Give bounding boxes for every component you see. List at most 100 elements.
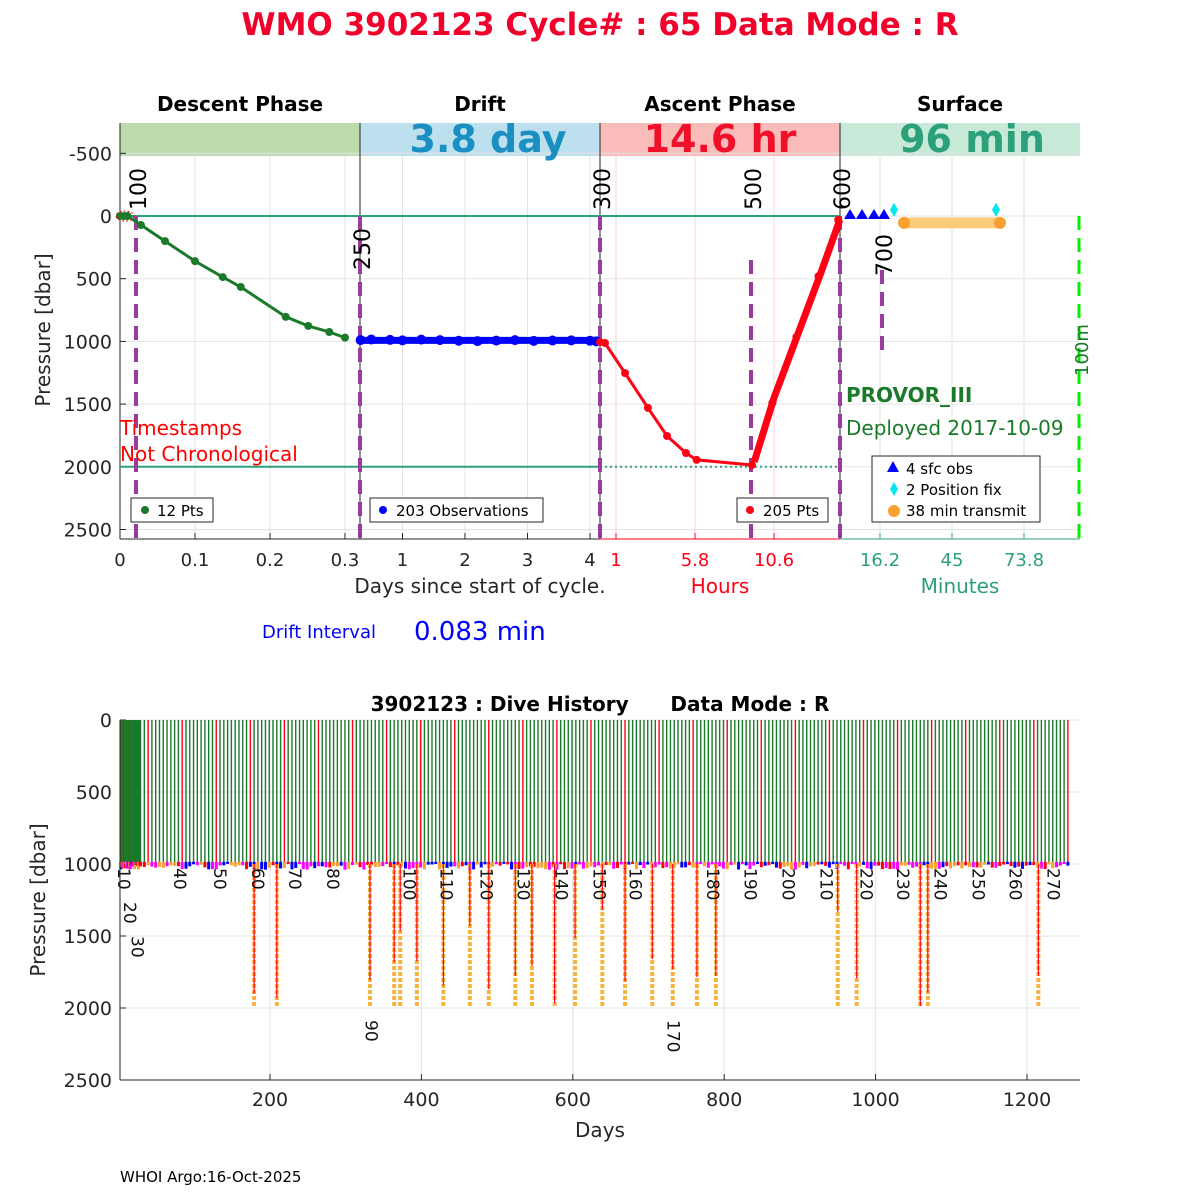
phase-bar-0	[120, 123, 360, 156]
cycle-label: 200	[778, 868, 798, 900]
ascent-point	[621, 369, 630, 378]
park-observation	[986, 861, 990, 865]
cycle-label: 20	[119, 902, 139, 924]
park-observation	[407, 861, 411, 870]
ascent-point	[643, 403, 652, 412]
park-observation	[438, 861, 442, 870]
park-observation	[676, 861, 680, 865]
park-observation	[983, 861, 987, 865]
park-observation	[801, 861, 805, 865]
park-observation	[699, 861, 703, 865]
park-observation	[176, 861, 180, 867]
park-observation	[415, 861, 419, 864]
park-observation	[846, 861, 850, 870]
park-observation	[880, 861, 884, 870]
park-observation	[691, 861, 695, 868]
park-observation	[718, 861, 722, 867]
triangle-icon	[887, 461, 899, 472]
park-observation	[733, 861, 737, 865]
park-observation	[752, 861, 756, 866]
park-observation	[199, 861, 203, 865]
profile-index-label: 700	[873, 234, 898, 276]
descent-point	[304, 321, 313, 330]
park-observation	[472, 861, 476, 870]
x-tick-label: 2	[459, 550, 470, 571]
park-observation	[154, 861, 158, 868]
park-observation	[343, 861, 347, 870]
park-observation	[301, 861, 305, 870]
cycle-label: 220	[856, 868, 876, 900]
park-observation	[687, 861, 691, 866]
park-observation	[653, 861, 657, 868]
legend-drift: 203 Observations	[369, 497, 544, 523]
y-tick-label: 1500	[64, 926, 112, 948]
park-observation	[661, 861, 665, 869]
legend-drift-label: 203 Observations	[396, 502, 529, 520]
park-observation	[873, 861, 877, 866]
park-observation	[850, 861, 854, 864]
park-observation	[381, 861, 385, 867]
park-observation	[581, 861, 585, 869]
park-observation	[233, 861, 237, 867]
park-observation	[877, 861, 881, 866]
x-tick-label: 16.2	[860, 550, 900, 571]
park-observation	[453, 861, 457, 867]
park-observation	[430, 861, 434, 865]
cycle-label: 240	[930, 868, 950, 900]
park-observation	[146, 861, 150, 866]
park-observation	[263, 861, 267, 870]
park-observation	[638, 861, 642, 866]
park-observation	[377, 861, 381, 867]
park-observation	[324, 861, 328, 868]
park-observation	[805, 861, 809, 869]
park-observation	[967, 861, 971, 868]
y-tick-label: 0	[100, 206, 112, 228]
park-observation	[767, 861, 771, 866]
position-fix-point	[890, 202, 898, 217]
park-observation	[941, 861, 945, 868]
park-observation	[945, 861, 949, 867]
park-observation	[646, 861, 650, 865]
cycle-label: 70	[284, 868, 304, 890]
y-tick-label: -500	[69, 143, 112, 165]
park-observation	[385, 861, 389, 864]
park-observation	[460, 861, 464, 867]
park-observation	[313, 861, 317, 869]
park-observation	[142, 861, 146, 868]
park-observation	[1058, 861, 1062, 866]
x-axis-label-minutes: Minutes	[921, 574, 1000, 598]
park-observation	[332, 861, 336, 866]
legend-surface-label: 4 sfc obs	[906, 460, 973, 478]
park-observation	[657, 861, 661, 865]
park-observation	[778, 861, 782, 869]
park-observation	[536, 861, 540, 869]
park-observation	[267, 861, 271, 868]
park-observation	[483, 861, 487, 865]
park-observation	[899, 861, 903, 866]
park-observation	[839, 861, 843, 865]
park-observation	[544, 861, 548, 870]
park-observation	[369, 861, 373, 865]
y-tick-label: 500	[76, 782, 112, 804]
y-tick-label: 500	[76, 269, 112, 291]
x-tick-label: 0.2	[256, 550, 285, 571]
park-observation	[998, 861, 1002, 866]
park-observation	[808, 861, 812, 867]
park-observation	[475, 861, 479, 865]
descent-point	[281, 312, 290, 321]
surface-obs-point	[878, 209, 890, 219]
park-observation	[650, 861, 654, 864]
park-observation	[706, 861, 710, 868]
park-observation	[449, 861, 453, 867]
park-observation	[922, 861, 926, 866]
park-observation	[824, 861, 828, 866]
park-observation	[797, 861, 801, 868]
park-observation	[793, 861, 797, 870]
park-observation	[990, 861, 994, 868]
park-observation	[816, 861, 820, 865]
park-observation	[479, 861, 483, 868]
park-observation	[634, 861, 638, 870]
x-tick-label: 800	[706, 1089, 742, 1111]
